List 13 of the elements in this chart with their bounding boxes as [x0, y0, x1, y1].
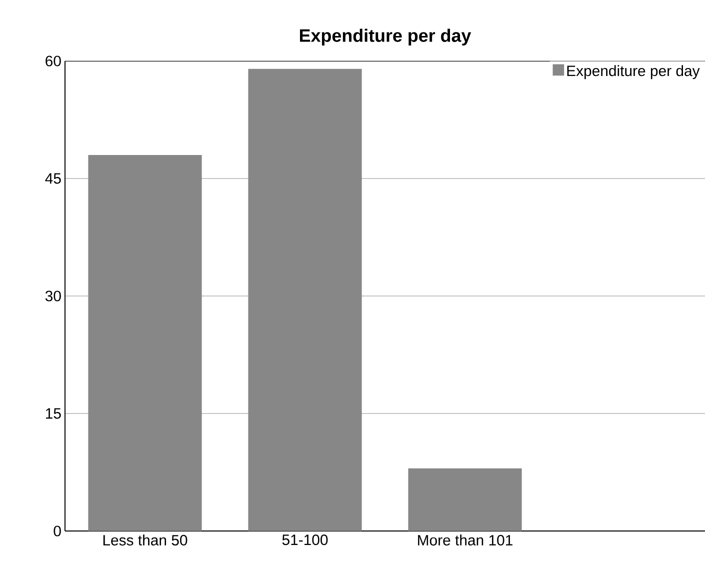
- bar: [248, 68, 362, 531]
- x-tick-label: Less than 50: [103, 534, 188, 546]
- x-tick-label: More than 101: [418, 534, 512, 546]
- y-tick-label: 45: [45, 173, 61, 184]
- x-tick-label: 51-100: [282, 534, 328, 546]
- y-tick-label: 15: [46, 408, 61, 419]
- bar: [408, 468, 522, 531]
- y-tick-label: 60: [46, 56, 61, 66]
- chart-title: Expenditure per day: [300, 28, 472, 46]
- y-tick-label: 0: [54, 526, 61, 536]
- legend-label: Expenditure per day: [567, 65, 700, 80]
- y-tick-label: 30: [45, 290, 61, 302]
- bar: [88, 154, 202, 531]
